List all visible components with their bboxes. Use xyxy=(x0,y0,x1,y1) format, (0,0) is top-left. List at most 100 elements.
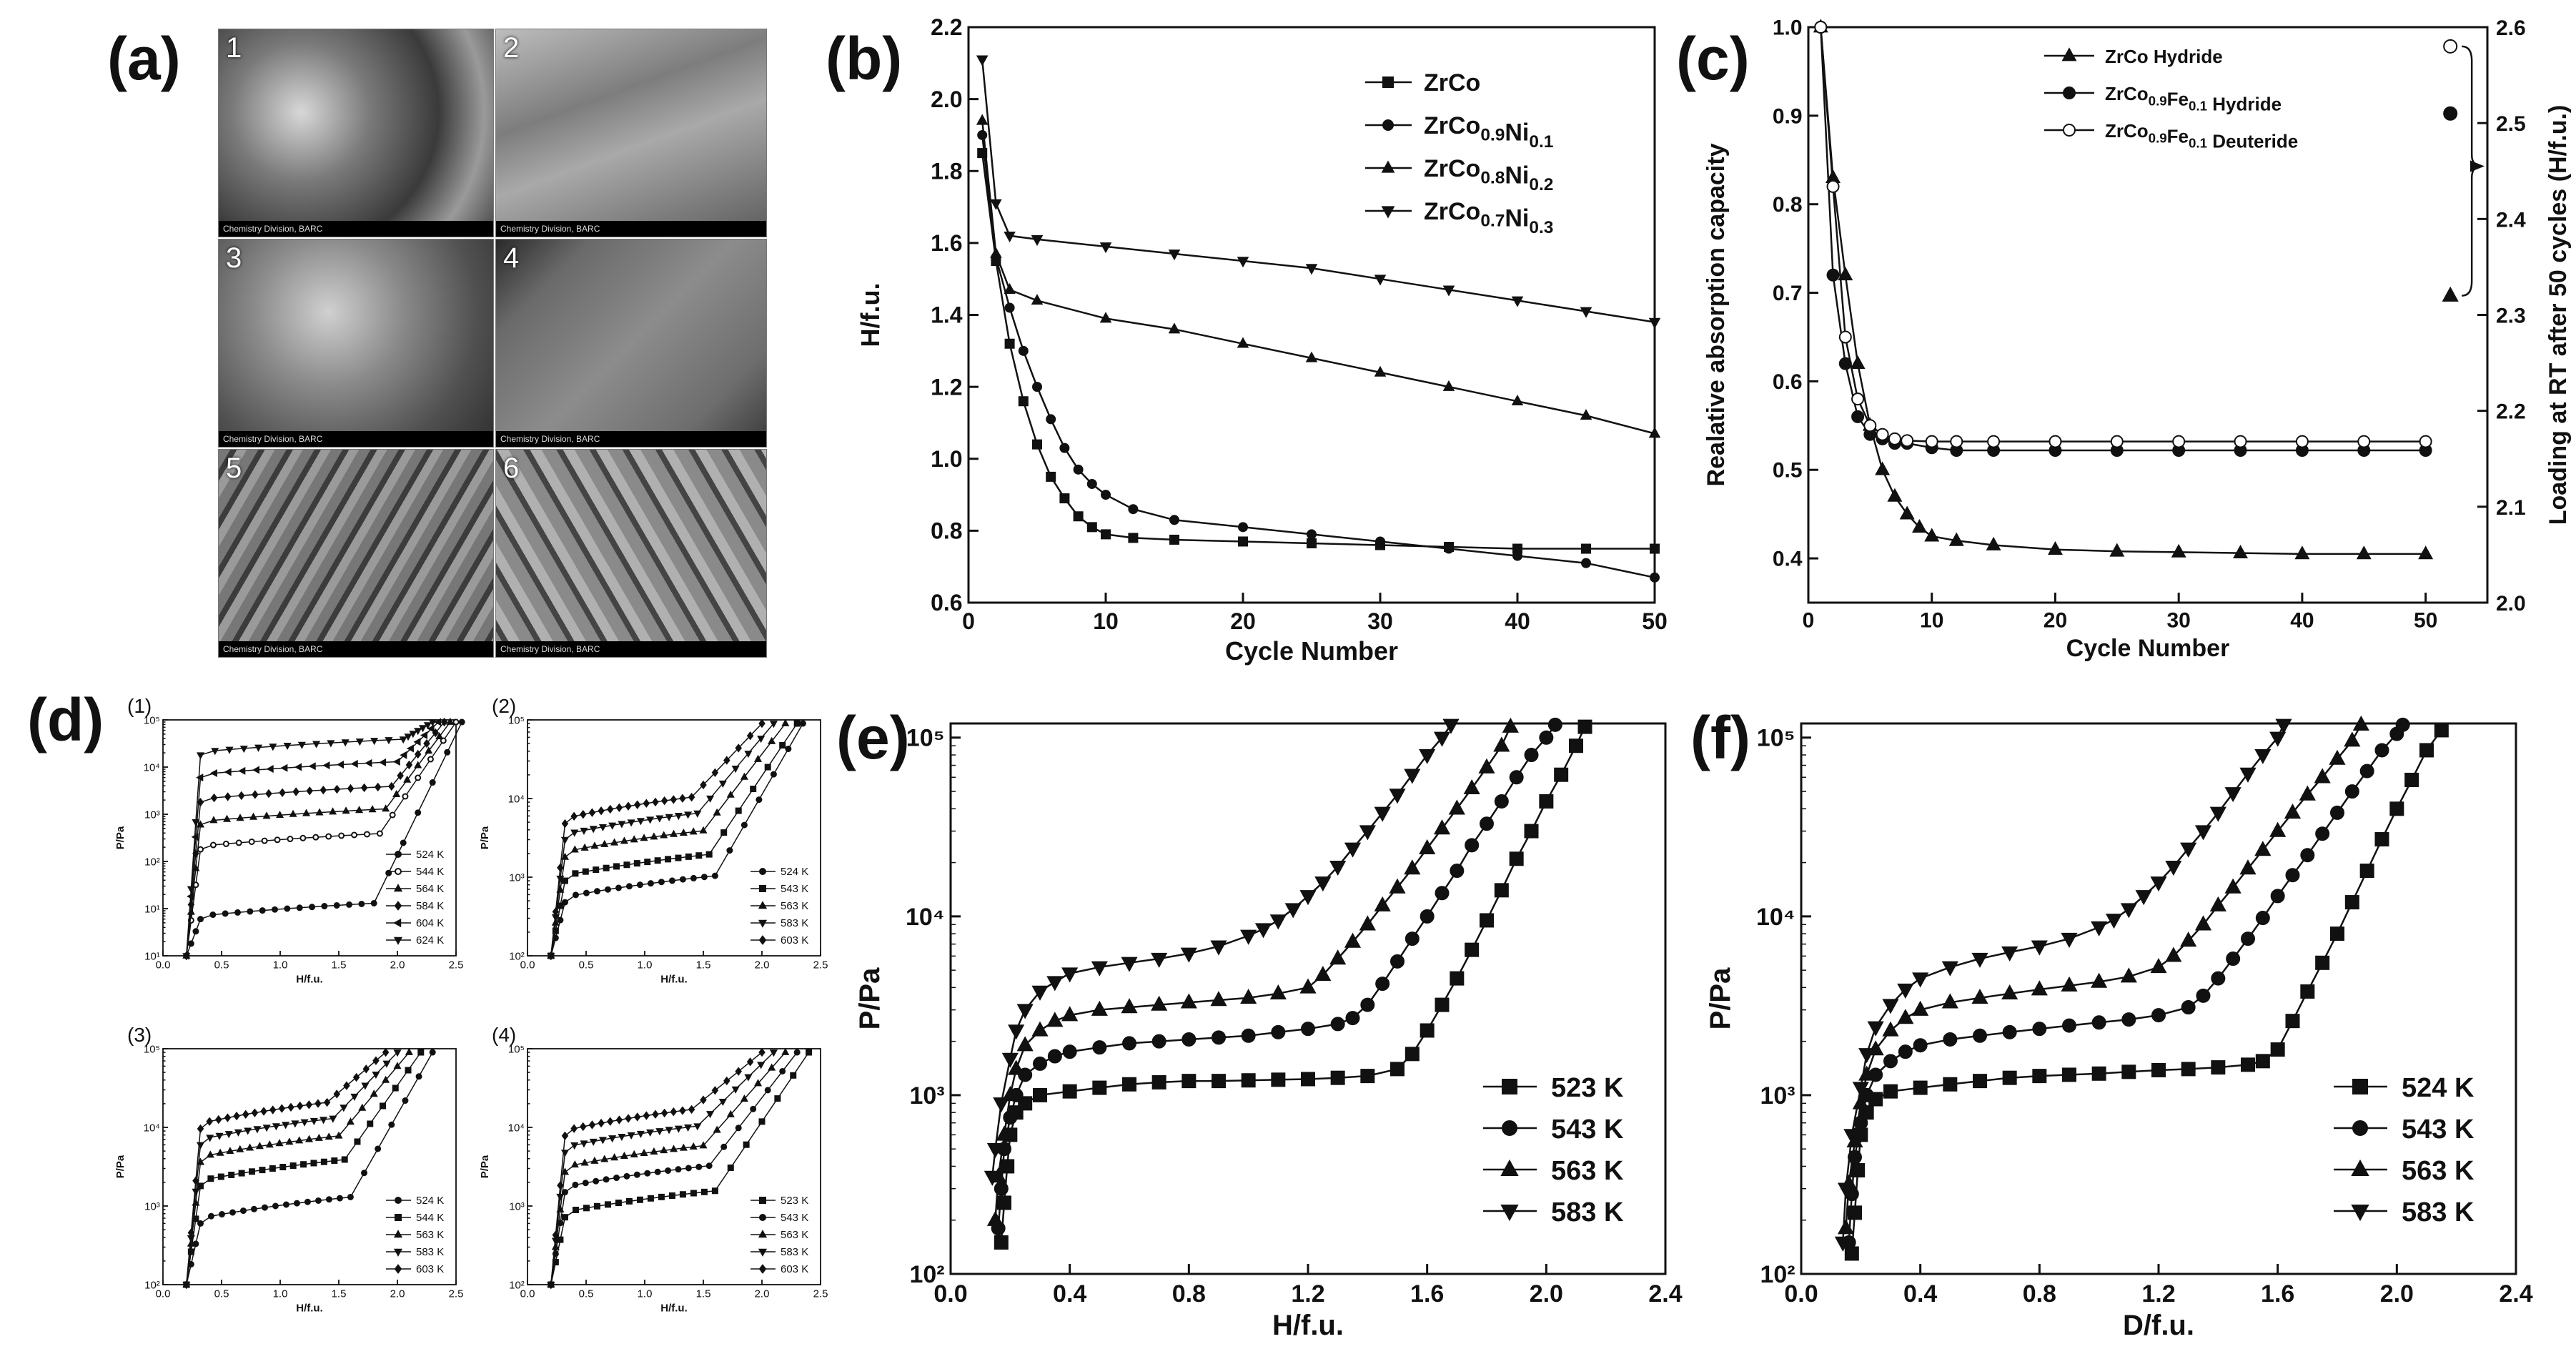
data-point xyxy=(1128,533,1139,543)
data-point xyxy=(1092,1040,1107,1055)
chart-d1: (1) 0.0 0.5 1.0 1.5 2.0 2.5 10¹ 10¹ 10² 10³ 10⁴ 10⁵ H… xyxy=(114,695,465,986)
data-point xyxy=(986,1143,1004,1159)
legend-marker xyxy=(2351,1205,2369,1222)
legend-marker xyxy=(758,1264,767,1274)
data-point xyxy=(713,808,721,816)
data-point xyxy=(1404,859,1421,875)
x-tick-label: 30 xyxy=(2166,609,2190,633)
data-point xyxy=(608,822,617,830)
data-point xyxy=(1524,824,1539,839)
data-point xyxy=(309,904,316,911)
data-point xyxy=(229,1209,236,1216)
data-point xyxy=(238,766,246,775)
data-point xyxy=(1314,965,1332,982)
data-point xyxy=(1329,949,1347,965)
data-point xyxy=(603,864,610,871)
data-point xyxy=(335,1131,343,1139)
data-point xyxy=(1374,365,1387,377)
data-point xyxy=(1648,427,1661,438)
chart-d4: (4) 0.0 0.5 1.0 1.5 2.0 2.5 10² 10³ 10⁴ 10⁵ H/f.u. P… xyxy=(479,1024,828,1315)
sem-image-6: 6 Chemistry Division, BARC xyxy=(495,449,767,658)
data-point xyxy=(2031,980,2048,996)
legend-label: ZrCo0.9Fe0.1 Hydride xyxy=(2105,83,2282,115)
data-point xyxy=(1307,538,1317,548)
y-tick-label: 10⁵ xyxy=(906,725,945,752)
data-point xyxy=(217,1173,224,1180)
data-point xyxy=(409,731,417,738)
x-tick-label: 0.0 xyxy=(520,959,535,971)
data-point xyxy=(249,812,258,820)
data-point xyxy=(1305,264,1318,275)
x-tick-label: 1.5 xyxy=(696,1288,711,1300)
data-point xyxy=(990,199,1002,210)
data-point xyxy=(370,1089,378,1097)
data-point xyxy=(654,857,661,864)
data-point xyxy=(252,790,259,799)
data-point xyxy=(1973,1028,1987,1043)
data-point xyxy=(207,1175,214,1182)
data-point xyxy=(669,829,678,837)
data-point xyxy=(1826,268,1840,282)
x-tick-label: 0.0 xyxy=(156,1288,171,1300)
data-point xyxy=(2294,545,2310,560)
data-point xyxy=(679,1106,686,1115)
data-point xyxy=(1151,1034,1166,1049)
data-point xyxy=(600,839,609,847)
data-point xyxy=(423,722,432,730)
x-axis-label: H/f.u. xyxy=(1272,1310,1344,1341)
data-point xyxy=(665,1167,672,1174)
data-point xyxy=(644,1170,651,1177)
chart-d3: (3) 0.0 0.5 1.0 1.5 2.0 2.5 10² 10³ 10⁴ 10⁵ H/f.u. P… xyxy=(114,1024,463,1315)
data-point xyxy=(2032,1069,2047,1084)
data-point xyxy=(757,1062,766,1069)
legend-label: 563 K xyxy=(1551,1156,1624,1186)
legend-label: 543 K xyxy=(1551,1115,1624,1145)
data-point xyxy=(1650,543,1660,554)
data-point xyxy=(1433,819,1451,835)
data-point xyxy=(272,1123,280,1131)
data-point xyxy=(580,843,589,851)
data-point xyxy=(764,763,771,771)
data-point xyxy=(643,1111,650,1120)
data-point xyxy=(718,1098,727,1107)
data-point xyxy=(636,1130,645,1138)
data-point xyxy=(1212,1074,1226,1089)
data-point xyxy=(1650,572,1660,583)
y-axis-label: H/f.u. xyxy=(856,283,885,347)
data-point xyxy=(350,1093,359,1101)
data-point xyxy=(319,1117,328,1125)
y-tick-label: 10⁴ xyxy=(508,793,525,805)
data-point xyxy=(312,741,321,748)
data-point xyxy=(582,1180,589,1187)
series-line xyxy=(1820,26,2426,452)
data-point xyxy=(382,804,390,812)
series-line xyxy=(981,59,1655,323)
legend-label: 523 K xyxy=(1551,1073,1624,1103)
data-point xyxy=(2226,952,2241,967)
data-point xyxy=(2315,955,2330,970)
data-point xyxy=(1210,940,1227,956)
data-point xyxy=(1241,1028,1256,1043)
data-point xyxy=(2165,947,2182,962)
data-point xyxy=(699,826,708,834)
data-point xyxy=(249,1168,256,1175)
data-point xyxy=(358,1103,367,1111)
data-point xyxy=(689,827,698,835)
plot-frame xyxy=(527,719,821,957)
data-point xyxy=(2001,946,2018,962)
data-point xyxy=(2234,435,2247,448)
data-point xyxy=(570,845,579,853)
data-point xyxy=(197,846,204,853)
legend-marker xyxy=(395,868,402,875)
data-point xyxy=(699,1141,708,1149)
legend-label: 543 K xyxy=(781,1212,808,1224)
legend-label: 624 K xyxy=(416,934,444,947)
data-point xyxy=(1033,1056,1047,1071)
data-point xyxy=(1444,543,1454,554)
data-point xyxy=(758,718,766,728)
data-point xyxy=(352,1072,360,1082)
data-point xyxy=(222,910,229,917)
legend-marker xyxy=(1382,119,1394,131)
data-point xyxy=(750,1105,757,1112)
data-point xyxy=(633,1112,641,1122)
